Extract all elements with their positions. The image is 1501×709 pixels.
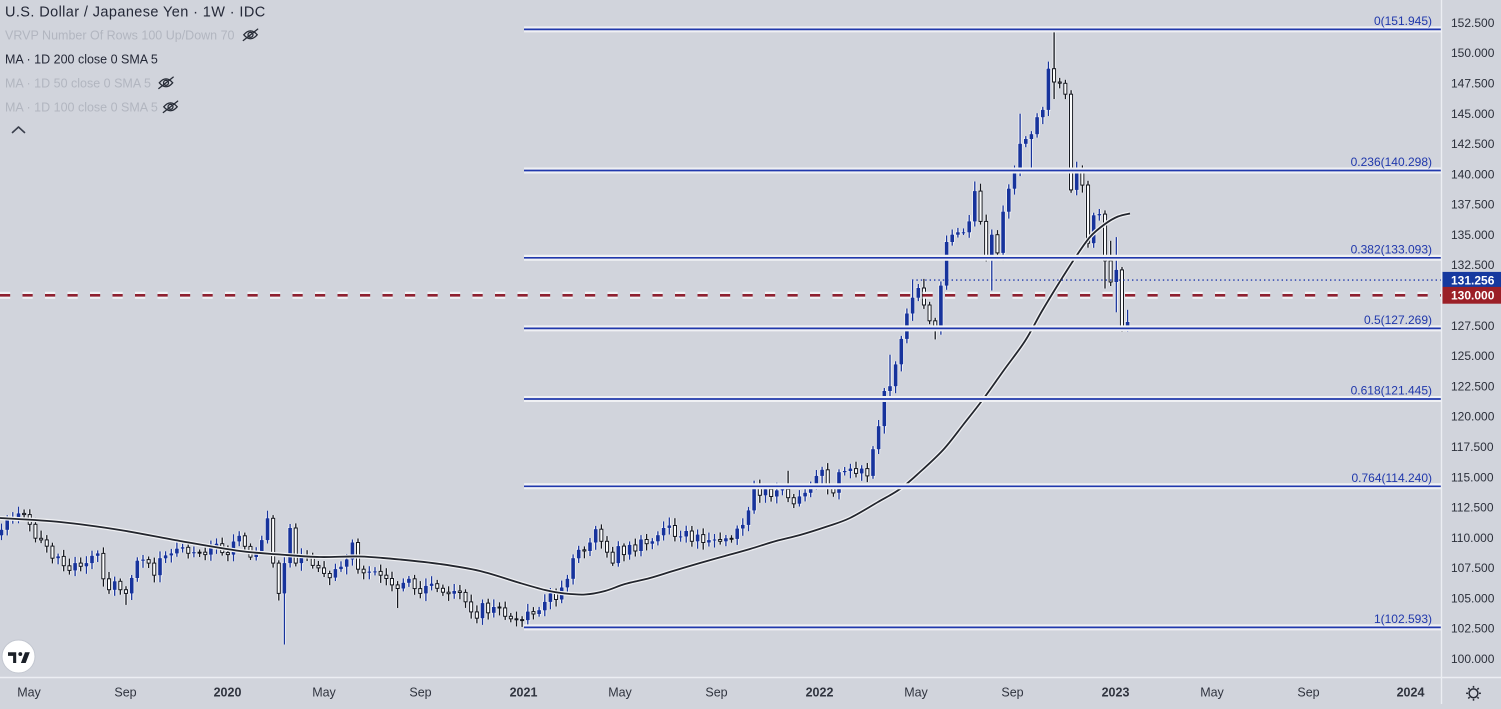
svg-text:130.000: 130.000	[1451, 289, 1495, 303]
svg-text:1(102.593): 1(102.593)	[1374, 612, 1432, 626]
svg-text:152.500: 152.500	[1451, 16, 1495, 30]
svg-text:MA · 1D 50 close 0 SMA 5: MA · 1D 50 close 0 SMA 5	[5, 77, 151, 91]
svg-text:100.000: 100.000	[1451, 652, 1495, 666]
svg-text:150.000: 150.000	[1451, 46, 1495, 60]
svg-text:125.000: 125.000	[1451, 349, 1495, 363]
svg-text:May: May	[608, 686, 632, 700]
svg-text:115.000: 115.000	[1451, 470, 1494, 484]
svg-text:Sep: Sep	[1297, 686, 1319, 700]
svg-text:Sep: Sep	[114, 686, 136, 700]
svg-text:102.500: 102.500	[1451, 622, 1495, 636]
svg-text:2022: 2022	[806, 686, 834, 700]
svg-text:2021: 2021	[510, 686, 538, 700]
svg-text:Sep: Sep	[705, 686, 727, 700]
svg-text:110.000: 110.000	[1451, 531, 1494, 545]
svg-text:112.500: 112.500	[1451, 501, 1494, 515]
svg-text:0.236(140.298): 0.236(140.298)	[1351, 155, 1432, 169]
svg-text:0.618(121.445): 0.618(121.445)	[1351, 384, 1432, 398]
svg-text:May: May	[904, 686, 928, 700]
svg-text:2024: 2024	[1397, 686, 1425, 700]
svg-text:142.500: 142.500	[1451, 137, 1495, 151]
svg-text:107.500: 107.500	[1451, 561, 1495, 575]
svg-text:MA · 1D 100 close 0 SMA 5: MA · 1D 100 close 0 SMA 5	[5, 101, 158, 115]
svg-text:127.500: 127.500	[1451, 319, 1495, 333]
svg-text:0(151.945): 0(151.945)	[1374, 14, 1432, 28]
svg-text:0.764(114.240): 0.764(114.240)	[1351, 471, 1432, 485]
svg-text:117.500: 117.500	[1451, 440, 1494, 454]
svg-text:140.000: 140.000	[1451, 167, 1495, 181]
svg-text:145.000: 145.000	[1451, 107, 1495, 121]
svg-text:May: May	[1200, 686, 1224, 700]
svg-text:135.000: 135.000	[1451, 228, 1495, 242]
svg-text:137.500: 137.500	[1451, 198, 1495, 212]
svg-text:0.5(127.269): 0.5(127.269)	[1364, 313, 1432, 327]
svg-text:U.S. Dollar / Japanese Yen · 1: U.S. Dollar / Japanese Yen · 1W · IDC	[5, 5, 266, 21]
svg-text:May: May	[312, 686, 336, 700]
svg-text:May: May	[17, 686, 41, 700]
svg-text:2023: 2023	[1102, 686, 1130, 700]
svg-text:2020: 2020	[214, 686, 242, 700]
svg-text:Sep: Sep	[1001, 686, 1023, 700]
svg-text:122.500: 122.500	[1451, 379, 1495, 393]
svg-text:131.256: 131.256	[1451, 273, 1495, 287]
svg-text:0.382(133.093): 0.382(133.093)	[1351, 242, 1432, 256]
svg-text:120.000: 120.000	[1451, 410, 1495, 424]
svg-text:147.500: 147.500	[1451, 77, 1495, 91]
svg-text:Sep: Sep	[409, 686, 431, 700]
svg-text:105.000: 105.000	[1451, 591, 1495, 605]
svg-text:MA · 1D 200 close 0 SMA 5: MA · 1D 200 close 0 SMA 5	[5, 53, 158, 67]
svg-text:132.500: 132.500	[1451, 258, 1495, 272]
svg-text:VRVP Number Of Rows 100 Up/Dow: VRVP Number Of Rows 100 Up/Down 70	[5, 29, 235, 43]
